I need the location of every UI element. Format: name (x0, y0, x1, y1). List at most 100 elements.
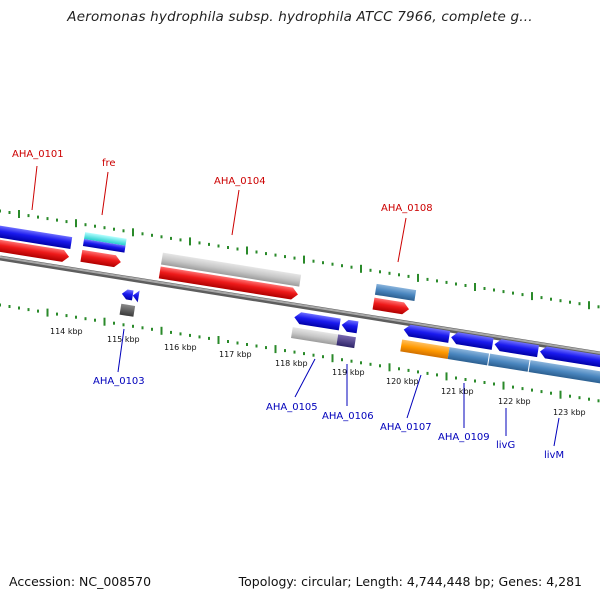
feature-label-AHA_0106[interactable]: AHA_0106 (322, 411, 374, 422)
cds-AHA_0109[interactable] (450, 331, 494, 350)
minor-tick (284, 349, 286, 353)
feature-label-AHA_0103[interactable]: AHA_0103 (93, 376, 145, 387)
minor-tick (236, 341, 239, 345)
scale-label: 122 kbp (498, 397, 531, 406)
feature-label-livM[interactable]: livM (544, 450, 564, 461)
major-tick (502, 381, 505, 390)
minor-tick (27, 308, 30, 312)
minor-tick (75, 315, 77, 319)
gene-AHA_0103[interactable] (119, 303, 136, 317)
forward-strand-features (0, 225, 417, 316)
minor-tick (56, 312, 58, 316)
minor-tick (103, 226, 106, 230)
gene-fre-b[interactable] (82, 239, 126, 253)
cds-AHA_0103-body[interactable] (121, 289, 134, 301)
reverse-strand-features (119, 289, 600, 388)
minor-tick (94, 224, 96, 228)
gene-AHA_0108[interactable] (374, 283, 417, 302)
minor-tick (540, 390, 543, 394)
minor-tick (578, 302, 581, 306)
scale-label: 115 kbp (107, 335, 140, 344)
cds-livG[interactable] (494, 338, 539, 358)
scale-labels: 114 kbp 115 kbp 116 kbp 117 kbp 118 kbp … (50, 327, 586, 417)
gene-AHA_0106[interactable] (336, 334, 356, 349)
cds-AHA_0103[interactable] (132, 290, 140, 303)
minor-tick (445, 280, 448, 284)
scale-label: 116 kbp (164, 343, 197, 352)
gene-livG[interactable] (488, 353, 530, 372)
major-tick (246, 246, 248, 255)
gene-AHA_0109[interactable] (447, 347, 490, 366)
minor-tick (227, 340, 229, 343)
minor-tick (179, 332, 182, 336)
feature-label-AHA_0109[interactable]: AHA_0109 (438, 432, 490, 443)
minor-tick (350, 265, 353, 269)
minor-tick (493, 382, 495, 386)
minor-tick (94, 318, 96, 322)
minor-tick (84, 317, 87, 321)
major-tick (331, 354, 334, 363)
minor-tick (379, 364, 381, 368)
lower-tick-ruler (0, 303, 600, 403)
minor-tick (189, 333, 191, 337)
minor-tick (588, 397, 590, 401)
cds-AHA_0101[interactable] (0, 238, 70, 263)
minor-tick (265, 252, 267, 256)
feature-label-livG[interactable]: livG (496, 440, 515, 451)
scale-label: 123 kbp (553, 408, 586, 417)
minor-tick (65, 314, 68, 318)
minor-tick (369, 362, 372, 366)
minor-tick (540, 296, 543, 300)
minor-tick (293, 256, 296, 260)
gene-AHA_0107[interactable] (400, 339, 450, 359)
minor-tick (512, 385, 514, 389)
cds-AHA_0104[interactable] (158, 266, 299, 300)
minor-tick (151, 233, 153, 237)
minor-tick (27, 214, 30, 218)
minor-tick (322, 261, 324, 265)
feature-label-AHA_0104[interactable]: AHA_0104 (214, 176, 266, 187)
minor-tick (122, 229, 125, 233)
feature-label-AHA_0101[interactable]: AHA_0101 (12, 149, 64, 160)
cds-livM[interactable] (539, 346, 600, 372)
gene-fre[interactable] (84, 232, 127, 246)
minor-tick (293, 350, 296, 354)
minor-tick (493, 288, 495, 292)
gene-AHA_0105[interactable] (291, 327, 339, 346)
cds-AHA_0106[interactable] (341, 319, 359, 334)
minor-tick (265, 346, 267, 350)
major-tick (588, 301, 590, 310)
gene-AHA_0104[interactable] (160, 252, 302, 287)
feature-label-AHA_0107[interactable]: AHA_0107 (380, 422, 432, 433)
minor-tick (141, 232, 144, 236)
minor-tick (360, 361, 362, 365)
cds-AHA_0105[interactable] (293, 311, 341, 331)
cds-AHA_0107[interactable] (403, 324, 451, 343)
minor-tick (455, 376, 457, 380)
minor-tick (37, 215, 39, 219)
minor-tick (122, 323, 125, 327)
feature-label-fre[interactable]: fre (102, 158, 116, 169)
minor-tick (474, 379, 476, 383)
minor-tick (170, 330, 172, 334)
cds-fre[interactable] (80, 249, 121, 268)
gene-AHA_0101[interactable] (0, 225, 73, 249)
major-tick (559, 390, 562, 399)
minor-tick (379, 270, 381, 274)
major-tick (445, 372, 448, 381)
minor-tick (160, 235, 163, 239)
major-tick (217, 336, 220, 344)
cds-AHA_0108[interactable] (372, 297, 410, 316)
minor-tick (559, 299, 562, 303)
map-title: Aeromonas hydrophila subsp. hydrophila A… (67, 9, 533, 25)
gene-livM[interactable] (528, 360, 600, 388)
minor-tick (227, 246, 229, 249)
minor-tick (246, 343, 248, 346)
feature-label-AHA_0108[interactable]: AHA_0108 (381, 203, 433, 214)
major-tick (303, 255, 305, 264)
sequence-backbone (0, 255, 600, 357)
minor-tick (198, 335, 201, 339)
minor-tick (255, 250, 258, 254)
feature-label-AHA_0105[interactable]: AHA_0105 (266, 402, 318, 413)
